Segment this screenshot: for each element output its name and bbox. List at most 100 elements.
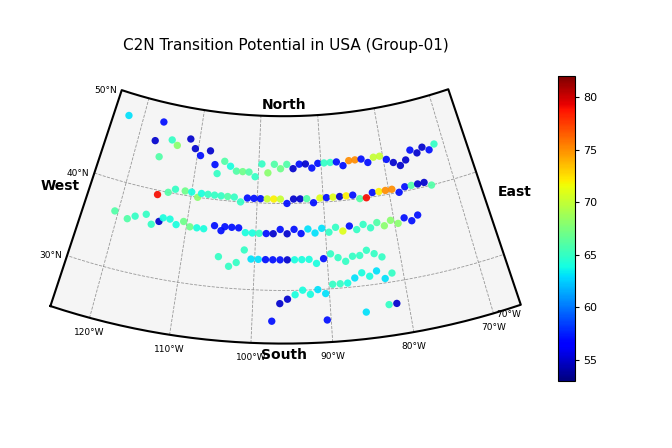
Point xyxy=(407,217,417,224)
Point xyxy=(261,230,271,237)
Point xyxy=(262,195,273,202)
Point xyxy=(376,253,387,260)
Point xyxy=(203,191,214,198)
Point xyxy=(216,227,226,234)
Point xyxy=(263,169,274,177)
Point xyxy=(266,318,277,325)
Point xyxy=(171,221,181,228)
Point xyxy=(351,226,362,233)
Point xyxy=(327,281,338,288)
Point xyxy=(150,137,161,144)
Point xyxy=(386,269,397,276)
Point xyxy=(322,316,333,323)
Point xyxy=(362,159,373,166)
Point xyxy=(337,162,348,169)
Point xyxy=(185,223,196,230)
Text: 110°W: 110°W xyxy=(155,345,185,354)
Point xyxy=(253,256,263,263)
Point xyxy=(275,195,286,202)
Point xyxy=(330,224,341,231)
Point xyxy=(222,193,233,200)
Point xyxy=(413,211,423,219)
Point xyxy=(305,291,316,298)
Point xyxy=(385,217,396,224)
Point xyxy=(192,194,203,201)
Point xyxy=(321,290,331,297)
Text: North: North xyxy=(261,98,306,112)
Point xyxy=(244,168,255,176)
Text: East: East xyxy=(497,185,532,199)
Point xyxy=(372,219,382,226)
Point xyxy=(242,194,253,202)
Point xyxy=(361,194,372,201)
Point xyxy=(282,161,292,168)
Text: 30°N: 30°N xyxy=(40,251,62,260)
Point xyxy=(296,230,306,237)
Point xyxy=(290,291,300,298)
Point xyxy=(288,165,298,172)
Point xyxy=(356,269,367,276)
Point xyxy=(288,195,299,202)
Text: 40°N: 40°N xyxy=(67,168,89,177)
Point xyxy=(374,188,384,195)
Point xyxy=(342,280,353,287)
Point xyxy=(333,254,343,261)
Point xyxy=(395,162,406,169)
Point xyxy=(178,218,189,225)
Point xyxy=(325,159,335,166)
Point xyxy=(152,191,163,198)
Point xyxy=(343,157,354,164)
Text: 70°W: 70°W xyxy=(481,323,506,332)
Point xyxy=(220,223,230,230)
Point xyxy=(358,221,368,228)
Point xyxy=(349,156,360,164)
Point xyxy=(268,195,279,202)
Point xyxy=(282,296,293,303)
Point xyxy=(295,195,306,202)
Text: West: West xyxy=(40,179,79,193)
Point xyxy=(310,229,321,237)
Point xyxy=(371,267,382,275)
Point xyxy=(289,226,300,233)
Point xyxy=(344,223,355,230)
Point xyxy=(225,163,236,170)
Point xyxy=(282,256,293,263)
Point xyxy=(314,194,325,202)
Text: 120°W: 120°W xyxy=(75,328,105,337)
Point xyxy=(312,160,323,167)
Point xyxy=(312,286,323,293)
Point xyxy=(163,189,173,196)
Point xyxy=(159,118,169,125)
Point xyxy=(289,256,300,263)
Point xyxy=(424,146,435,153)
Point xyxy=(398,214,409,221)
Point xyxy=(229,194,240,201)
Title: C2N Transition Potential in USA (Group-01): C2N Transition Potential in USA (Group-0… xyxy=(123,38,448,53)
Point xyxy=(355,155,366,163)
Point xyxy=(233,224,244,232)
Point xyxy=(257,160,267,168)
Point xyxy=(210,161,220,168)
Point xyxy=(268,230,279,237)
Point xyxy=(334,193,345,200)
Point xyxy=(297,287,308,294)
Point xyxy=(250,173,261,180)
Text: 100°W: 100°W xyxy=(236,353,266,362)
Point xyxy=(167,136,177,143)
Point xyxy=(172,142,183,149)
Point xyxy=(361,309,372,316)
Point xyxy=(392,300,403,307)
Point xyxy=(361,247,372,254)
Point xyxy=(347,253,358,260)
Point xyxy=(213,253,224,260)
Point xyxy=(318,255,329,262)
Point xyxy=(231,168,242,175)
Point xyxy=(223,263,234,270)
Point xyxy=(170,186,181,193)
Point xyxy=(411,149,422,156)
Point xyxy=(354,195,365,202)
Point xyxy=(192,224,202,232)
Point xyxy=(331,158,342,165)
Point xyxy=(209,222,220,229)
Point xyxy=(275,256,286,263)
